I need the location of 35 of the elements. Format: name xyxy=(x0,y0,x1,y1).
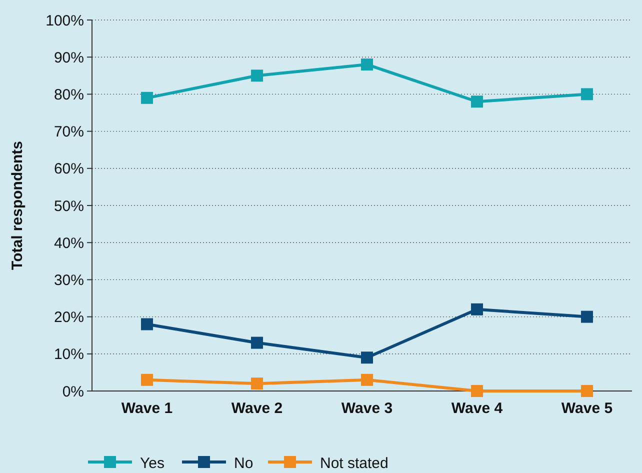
point xyxy=(471,303,483,316)
x-tick-label: Wave 5 xyxy=(561,400,613,417)
x-tick-label: Wave 1 xyxy=(121,400,173,417)
y-tick-label: 40% xyxy=(54,234,84,252)
x-tick-label: Wave 4 xyxy=(451,400,504,417)
legend-label: Yes xyxy=(140,455,164,472)
point xyxy=(251,378,263,390)
y-tick-label: 0% xyxy=(62,383,84,400)
point xyxy=(141,92,153,104)
x-tick-label: Wave 3 xyxy=(341,400,393,417)
y-tick-label: 30% xyxy=(54,272,84,289)
point xyxy=(581,88,593,100)
point xyxy=(251,336,263,349)
point xyxy=(361,352,373,364)
y-tick-label: 80% xyxy=(54,86,84,104)
point xyxy=(581,310,593,323)
legend-label: Not stated xyxy=(320,455,388,472)
y-tick-label: 100% xyxy=(46,12,84,30)
point xyxy=(361,58,373,71)
y-tick-label: 50% xyxy=(54,198,84,215)
point xyxy=(141,374,153,386)
point xyxy=(361,374,373,386)
point xyxy=(471,385,483,397)
y-tick-label: 10% xyxy=(54,346,84,364)
legend-label: No xyxy=(234,455,254,472)
y-axis-title: Total respondents xyxy=(9,141,26,270)
point xyxy=(141,318,153,330)
y-tick-label: 60% xyxy=(54,160,84,178)
point xyxy=(471,96,483,108)
y-tick-label: 90% xyxy=(54,49,84,66)
point xyxy=(251,70,263,82)
x-tick-label: Wave 2 xyxy=(231,400,283,417)
y-tick-label: 70% xyxy=(54,124,84,141)
y-tick-label: 20% xyxy=(54,309,84,326)
point xyxy=(581,385,593,397)
